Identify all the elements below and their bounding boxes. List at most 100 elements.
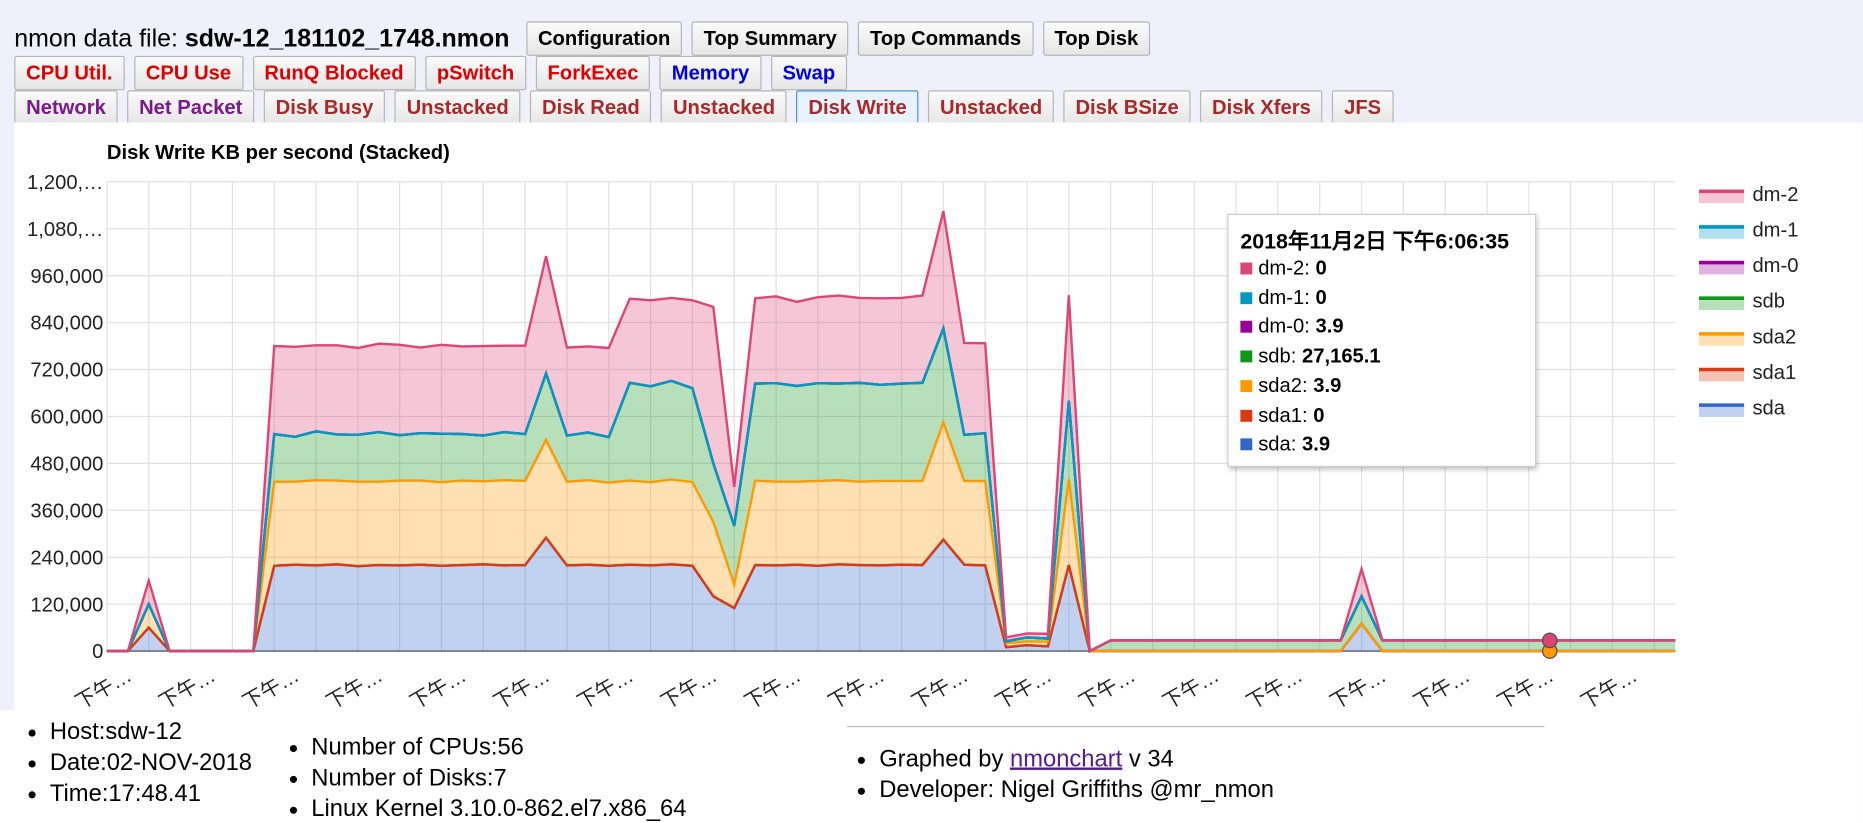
y-tick-label: 720,000: [30, 360, 103, 382]
legend-label: dm-1: [1752, 219, 1798, 241]
tooltip-name: dm-2:: [1258, 256, 1310, 280]
nav-button[interactable]: Top Summary: [691, 21, 849, 56]
nav-button[interactable]: Top Disk: [1042, 21, 1151, 56]
tooltip-value: 0: [1313, 403, 1325, 426]
tooltip-name: dm-0:: [1258, 315, 1310, 338]
y-tick-label: 360,000: [30, 500, 103, 522]
tooltip-title: 2018年11月2日 下午6:06:35: [1240, 229, 1510, 254]
text: Graphed by: [879, 746, 1004, 773]
tooltip-name: dm-1:: [1258, 285, 1310, 309]
nav-button[interactable]: CPU Util.: [14, 55, 125, 91]
nav-button[interactable]: Disk BSize: [1063, 90, 1191, 125]
y-tick-label: 600,000: [30, 407, 103, 429]
info-item: Number of Disks:7: [311, 763, 686, 794]
legend-swatch: [1698, 333, 1745, 346]
tooltip-swatch: [1240, 262, 1253, 275]
y-tick-label: 0: [92, 641, 103, 663]
info-item: Graphed by nmonchart v 34: [879, 744, 1274, 775]
area: [106, 422, 1676, 652]
y-tick-label: 480,000: [30, 453, 103, 475]
header: nmon data file: sdw-12_181102_1748.nmon …: [14, 21, 1394, 125]
tooltip-name: sda2:: [1258, 374, 1308, 397]
y-tick-label: 120,000: [30, 594, 103, 616]
series-line: [106, 210, 1676, 653]
nav-button[interactable]: RunQ Blocked: [252, 55, 416, 91]
nav-button[interactable]: CPU Use: [133, 55, 244, 91]
legend-swatch: [1698, 191, 1745, 204]
info-list: Graphed by nmonchart v 34 Developer: Nig…: [853, 744, 1274, 806]
nav-button[interactable]: pSwitch: [424, 55, 527, 91]
nav-button[interactable]: Unstacked: [394, 90, 521, 125]
nav-button[interactable]: Disk Busy: [263, 90, 386, 125]
button-row: Network Net Packet Disk Busy Unstacked Disk …: [14, 90, 1394, 125]
info-list: Host:sdw-12Date:02-NOV-2018Time:17:48.41: [24, 716, 252, 809]
tooltip-swatch: [1240, 379, 1253, 392]
tooltip-item: sdb: 27,165.1: [1240, 344, 1381, 369]
nav-button[interactable]: Top Commands: [858, 21, 1034, 56]
tooltip-item: sda2: 3.9: [1240, 374, 1341, 398]
tooltip-item: dm-0: 3.9: [1240, 315, 1344, 339]
legend-label: dm-2: [1752, 184, 1798, 206]
tooltip-value: 0: [1315, 285, 1327, 309]
tooltip: 2018年11月2日 下午6:06:35 dm-2: 0 dm-1: 0 dm-0:…: [1227, 213, 1537, 467]
nav-button[interactable]: Memory: [659, 55, 762, 91]
nav-button[interactable]: Configuration: [526, 21, 683, 56]
nav-button[interactable]: Net Packet: [127, 90, 255, 125]
tooltip-swatch: [1240, 409, 1253, 422]
legend-swatch: [1698, 226, 1745, 239]
legend-swatch: [1698, 369, 1745, 382]
y-tick-label: 960,000: [30, 266, 103, 288]
tooltip-swatch: [1240, 350, 1253, 363]
y-tick-label: 1,080,…: [27, 219, 103, 241]
tooltip-item: dm-2: 0: [1240, 256, 1327, 281]
legend-label: sda: [1752, 398, 1785, 420]
divider: [847, 725, 1545, 728]
tooltip-name: sda1:: [1258, 403, 1308, 426]
info-item: Linux Kernel 3.10.0-862.el7.x86_64: [311, 794, 686, 823]
legend-label: sdb: [1752, 291, 1785, 313]
grid: [106, 181, 1676, 652]
label: nmon data file:: [14, 24, 178, 52]
info-item: Time:17:48.41: [50, 778, 252, 809]
info-item: Number of CPUs:56: [311, 732, 686, 763]
legend-label: sda2: [1752, 326, 1796, 348]
chart: Disk Write KB per second (Stacked) 0 120,…: [14, 122, 1863, 713]
tooltip-name: sda:: [1258, 432, 1297, 456]
tooltip-item: sda: 3.9: [1240, 433, 1330, 457]
tooltip-swatch: [1240, 291, 1253, 304]
link[interactable]: nmonchart: [1009, 746, 1123, 773]
tooltip-swatch: [1240, 321, 1253, 334]
button-row: nmon data file: sdw-12_181102_1748.nmon …: [14, 21, 1393, 56]
filename: sdw-12_181102_1748.nmon: [184, 24, 510, 52]
nav-button[interactable]: Network: [14, 90, 118, 125]
info-item: Host:sdw-12: [50, 716, 252, 747]
tooltip-value: 3.9: [1315, 315, 1344, 338]
tooltip-item: dm-1: 0: [1240, 285, 1327, 310]
nav-button[interactable]: Disk Xfers: [1200, 90, 1323, 125]
nav-button[interactable]: Disk Read: [530, 90, 652, 125]
legend-label: sda1: [1752, 362, 1796, 384]
tooltip-name: sdb:: [1258, 344, 1297, 368]
info-list: Number of CPUs:56Number of Disks:7Linux …: [285, 732, 686, 823]
y-tick-label: 240,000: [30, 547, 103, 569]
legend-swatch: [1698, 298, 1745, 311]
tooltip-swatch: [1240, 438, 1253, 451]
y-tick-label: 1,200,…: [27, 172, 103, 194]
tooltip-value: 0: [1315, 256, 1327, 280]
nav-button[interactable]: JFS: [1332, 90, 1394, 125]
tooltip-item: sda1: 0: [1240, 403, 1324, 427]
nav-button[interactable]: Unstacked: [661, 90, 787, 125]
area: [106, 328, 1676, 652]
info-item: Developer: Nigel Griffiths @mr_nmon: [879, 775, 1274, 806]
nav-button[interactable]: Unstacked: [928, 90, 1055, 125]
nav-button[interactable]: ForkExec: [535, 55, 651, 91]
tooltip-value: 3.9: [1313, 374, 1342, 397]
hover-point: [1542, 632, 1558, 649]
tooltip-value: 3.9: [1302, 432, 1331, 456]
legend-label: dm-0: [1752, 255, 1798, 277]
y-tick-label: 840,000: [30, 313, 103, 335]
nav-button[interactable]: Swap: [770, 55, 848, 91]
text: v 34: [1128, 746, 1174, 773]
legend-swatch: [1698, 405, 1745, 418]
